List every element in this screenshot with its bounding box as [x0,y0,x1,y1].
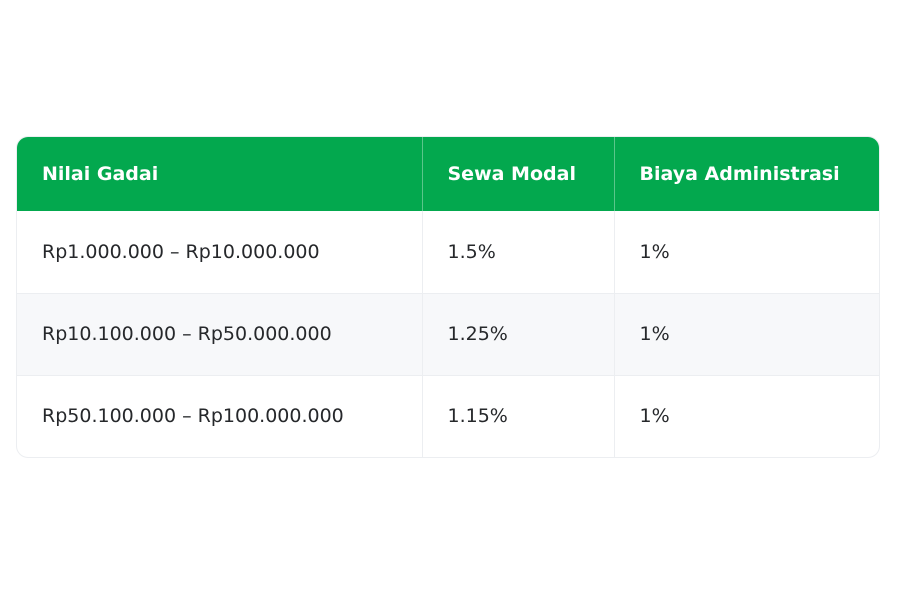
cell-biaya-administrasi: 1% [614,292,879,375]
table-header: Nilai Gadai Sewa Modal Biaya Administras… [17,137,879,211]
header-biaya-administrasi: Biaya Administrasi [639,163,840,185]
table-body: Rp1.000.000 – Rp10.000.000 1.5% 1% Rp10.… [17,211,879,457]
cell-biaya-administrasi: 1% [639,240,670,263]
cell-biaya-administrasi: 1% [614,374,879,457]
cell-sewa-modal: 1.15% [422,374,615,457]
header-row: Nilai Gadai Sewa Modal Biaya Administras… [17,137,879,211]
table-row: Rp50.100.000 – Rp100.000.000 1.15% 1% [17,374,879,457]
cell-sewa-modal: 1.5% [422,211,615,293]
header-nilai-gadai: Nilai Gadai [17,137,423,211]
cell-nilai-gadai: Rp10.100.000 – Rp50.000.000 [17,292,423,375]
pricing-table-container: Nilai Gadai Sewa Modal Biaya Administras… [16,136,880,458]
cell-nilai-gadai: Rp1.000.000 – Rp10.000.000 [17,211,423,293]
header-sewa-modal: Sewa Modal [422,137,615,211]
table-row: Rp10.100.000 – Rp50.000.000 1.25% 1% [17,292,879,375]
cell-nilai-gadai: Rp50.100.000 – Rp100.000.000 [17,374,423,457]
table-row: Rp1.000.000 – Rp10.000.000 1.5% 1% [17,211,879,293]
pricing-table: Nilai Gadai Sewa Modal Biaya Administras… [17,137,879,457]
cell-sewa-modal: 1.25% [422,292,615,375]
